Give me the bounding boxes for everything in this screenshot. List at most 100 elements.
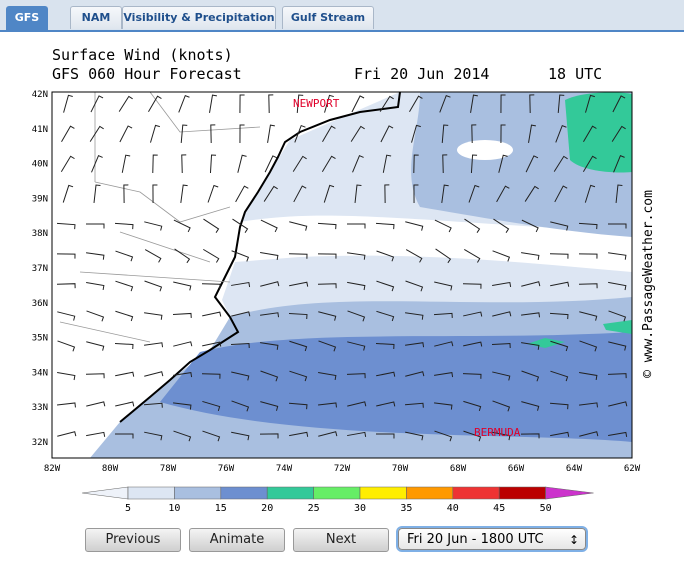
wind-barb bbox=[350, 125, 365, 142]
wind-barb bbox=[434, 219, 452, 233]
wind-barb bbox=[413, 184, 419, 204]
wind-barb bbox=[405, 280, 424, 292]
wind-barb bbox=[152, 154, 158, 174]
wind-barb bbox=[521, 342, 540, 350]
wind-barb bbox=[521, 252, 540, 260]
wind-barb bbox=[607, 373, 627, 379]
wind-barb bbox=[520, 433, 540, 439]
wind-barb bbox=[260, 281, 280, 287]
lat-label: 37N bbox=[32, 264, 48, 274]
wind-barb bbox=[347, 341, 366, 351]
tab[interactable]: Gulf Stream bbox=[282, 6, 374, 29]
wind-barb bbox=[376, 310, 395, 322]
wind-barb bbox=[441, 124, 449, 144]
wind-barb bbox=[405, 312, 424, 320]
wind-barb bbox=[464, 218, 481, 233]
calm-band bbox=[235, 215, 632, 272]
wind-barb bbox=[62, 184, 74, 203]
wind-barb bbox=[173, 372, 193, 378]
map-panel: Surface Wind (knots) GFS 060 Hour Foreca… bbox=[32, 46, 656, 514]
wind-barb bbox=[468, 184, 480, 203]
map-frame bbox=[51, 91, 633, 459]
wind-barb bbox=[114, 342, 134, 350]
nav-button[interactable]: Next bbox=[293, 528, 389, 552]
state-borders bbox=[59, 91, 261, 343]
wind-barb bbox=[202, 400, 221, 412]
wind-barb bbox=[91, 155, 103, 173]
wind-barb bbox=[317, 253, 337, 259]
wind-barb bbox=[582, 155, 597, 172]
wind-barb bbox=[86, 401, 106, 407]
wind-barb bbox=[413, 154, 419, 174]
wind-barb bbox=[317, 283, 337, 289]
wind-barb bbox=[231, 431, 250, 441]
wind-barb bbox=[585, 94, 595, 113]
wind-barb bbox=[550, 431, 570, 437]
wind-barb bbox=[260, 370, 279, 382]
wind-barb bbox=[56, 222, 76, 230]
wind-barb bbox=[463, 430, 482, 442]
tab[interactable]: NAM bbox=[70, 6, 122, 29]
wind-barb bbox=[521, 219, 539, 233]
wind-barb bbox=[144, 431, 163, 441]
wind-barb bbox=[115, 250, 134, 262]
wind-barb bbox=[56, 253, 76, 259]
wind-barb bbox=[172, 312, 192, 318]
wind-barb bbox=[318, 431, 338, 437]
wind-barb bbox=[260, 401, 279, 411]
wind-barb bbox=[500, 124, 506, 144]
wind-barb bbox=[144, 221, 163, 231]
legend-label: 25 bbox=[308, 503, 320, 514]
wind-barb bbox=[86, 431, 106, 437]
wind-barb bbox=[173, 430, 192, 442]
wind-barb bbox=[434, 372, 454, 378]
wind-barb bbox=[260, 342, 279, 350]
time-select[interactable]: Fri 20 Jun - 1800 UTC bbox=[398, 528, 586, 551]
legend-label: 30 bbox=[354, 503, 366, 514]
wind-barb bbox=[296, 94, 304, 114]
wind-barb bbox=[462, 373, 482, 379]
wind-barb bbox=[578, 283, 598, 289]
nav-button[interactable]: Animate bbox=[189, 528, 285, 552]
nav-button[interactable]: Previous bbox=[85, 528, 181, 552]
wind-barb bbox=[498, 154, 508, 173]
wind-barb bbox=[583, 125, 597, 143]
wind-barb bbox=[376, 401, 396, 407]
wind-barb bbox=[150, 124, 160, 143]
lat-label: 33N bbox=[32, 403, 48, 413]
lat-labels: 42N 41N 40N 39N 38N 37N 36N 35N 34N 33N 32N bbox=[32, 90, 48, 448]
wind-barb bbox=[376, 280, 395, 292]
wind-barb bbox=[57, 340, 76, 352]
wind-barb bbox=[90, 95, 104, 113]
wind-barb bbox=[173, 281, 192, 291]
tab[interactable]: Visibility & Precipitation bbox=[122, 6, 276, 29]
wind-barb bbox=[121, 154, 131, 173]
wind-barb bbox=[351, 95, 365, 113]
wind-barb bbox=[202, 430, 221, 442]
wind-barb bbox=[375, 222, 395, 230]
wind-barb bbox=[173, 402, 192, 410]
legend-swatch bbox=[266, 486, 314, 500]
wind-barb bbox=[210, 124, 216, 144]
wind-barb bbox=[352, 155, 364, 173]
wind-barb bbox=[239, 94, 245, 114]
wind-barb bbox=[347, 223, 366, 229]
place-label: NEWPORT bbox=[293, 97, 340, 110]
wind-barb bbox=[288, 402, 308, 410]
legend-swatch bbox=[127, 486, 175, 500]
wind-barb bbox=[492, 400, 511, 412]
lon-label: 76W bbox=[218, 464, 235, 474]
wind-barb bbox=[550, 370, 569, 382]
credit: © www.PassageWeather.com bbox=[641, 190, 656, 378]
lat-label: 39N bbox=[32, 194, 48, 204]
wind-barb bbox=[612, 95, 626, 113]
tab[interactable]: GFS bbox=[6, 6, 48, 31]
wind-barb bbox=[434, 430, 453, 442]
wind-barb bbox=[209, 94, 218, 113]
wind-barb bbox=[123, 184, 129, 204]
wind-barb bbox=[579, 311, 598, 321]
wind-barb bbox=[405, 431, 424, 441]
wind-barb bbox=[347, 281, 366, 291]
wind-barb bbox=[115, 280, 134, 292]
wind-barb bbox=[463, 311, 483, 317]
